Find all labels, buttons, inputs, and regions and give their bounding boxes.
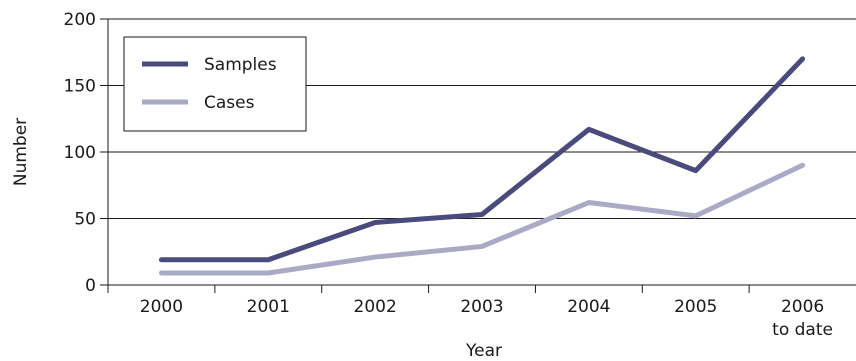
x-tick-labels: 2000 2001 2002 2003 2004 2005 2006 to date <box>140 297 833 340</box>
x-axis-title: Year <box>465 341 502 361</box>
legend: Samples Cases <box>123 36 307 132</box>
y-tick-label: 50 <box>74 210 96 230</box>
y-axis-title: Number <box>11 118 31 186</box>
y-tick-label: 150 <box>64 77 96 97</box>
legend-box <box>123 36 307 132</box>
legend-label: Cases <box>204 93 255 113</box>
x-tick-label: 2001 <box>247 297 290 317</box>
x-tick-label: 2003 <box>460 297 503 317</box>
legend-label: Samples <box>204 55 277 75</box>
y-tick-label: 100 <box>64 143 96 163</box>
series-line-cases <box>158 162 806 276</box>
axes <box>107 19 856 293</box>
x-tick-label: 2006 to date <box>772 297 833 340</box>
x-tick-label: 2002 <box>354 297 397 317</box>
y-tick-label: 0 <box>85 276 96 296</box>
y-tick-label: 200 <box>64 10 96 30</box>
y-tick-labels: 0 50 100 150 200 <box>64 10 96 296</box>
x-tick-label: 2005 <box>674 297 717 317</box>
series-lines <box>158 56 806 276</box>
x-tick-label: 2000 <box>140 297 183 317</box>
series-line-samples <box>158 56 806 263</box>
x-tick-label: 2004 <box>567 297 610 317</box>
